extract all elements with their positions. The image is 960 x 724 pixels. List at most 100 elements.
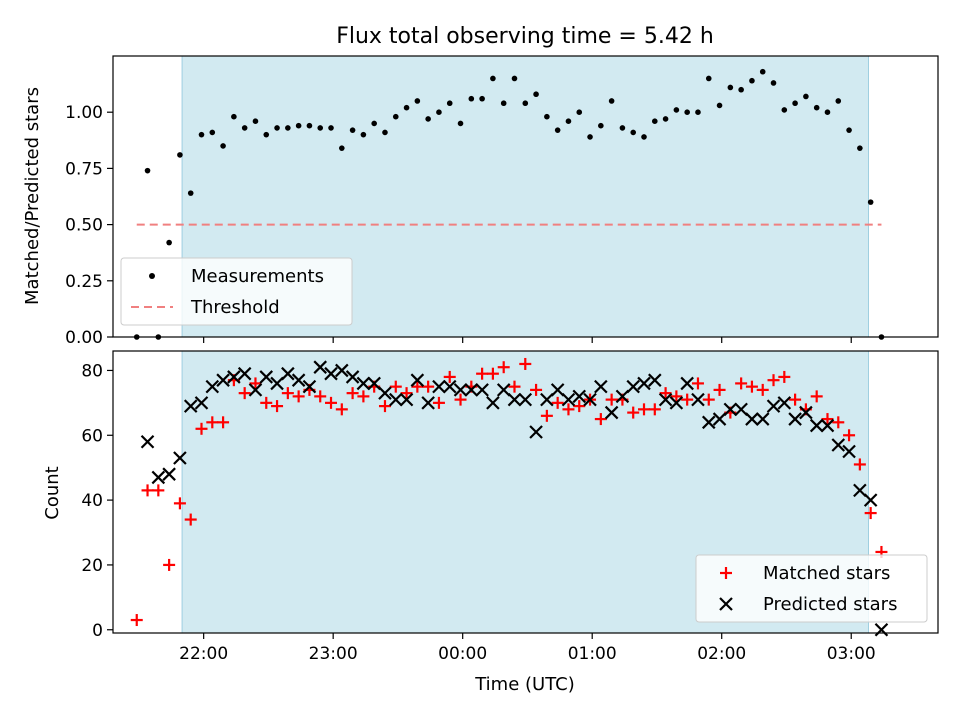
predicted-star-point [378, 386, 392, 400]
predicted-star-point [691, 392, 705, 407]
measurement-point [198, 131, 205, 138]
predicted-star-point [183, 399, 198, 413]
measurement-point [565, 118, 572, 124]
matched-star-point [562, 403, 575, 416]
measurement-point [317, 125, 324, 131]
x-tick-label: 01:00 [568, 644, 617, 664]
matched-star-point [594, 413, 607, 426]
measurement-point [705, 75, 712, 82]
bottom-panel: 0 20 40 60 80 22:00 23:00 00:00 01:00 02:00 03:00… [42, 350, 939, 695]
matched-star-point [260, 396, 273, 409]
measurement-point [511, 75, 518, 82]
measurement-point [274, 125, 280, 131]
predicted-star-point [626, 379, 640, 394]
x-axis-label: Time (UTC) [474, 674, 575, 695]
bottom-legend-box [695, 554, 928, 623]
measurement-point [554, 127, 561, 133]
matched-star-point [702, 393, 715, 406]
matched-star-point [335, 403, 348, 416]
matched-star-point [411, 380, 424, 393]
measurement-point [727, 84, 734, 91]
matched-star-point [789, 393, 802, 406]
predicted-star-point [281, 366, 295, 381]
measurement-point [803, 93, 809, 100]
legend-matched-label: Matched stars [763, 563, 890, 584]
measurement-point [446, 100, 453, 107]
top-series [133, 68, 885, 340]
measurement-point [738, 86, 744, 93]
measurement-point [166, 239, 172, 246]
measurement-point [187, 190, 194, 196]
predicted-star-point [442, 379, 457, 394]
top-panel: 0.00 0.25 0.50 0.75 1.00 Matched/Predicted s… [22, 55, 939, 348]
matched-star-point [184, 513, 197, 526]
predicted-star-point [356, 376, 371, 391]
matched-star-point [659, 387, 672, 400]
measurement-point [263, 131, 270, 138]
matched-star-point [605, 393, 618, 406]
matched-star-point [130, 614, 143, 627]
y-tick-label: 40 [81, 491, 103, 511]
legend-threshold-label: Threshold [190, 297, 280, 318]
bottom-y-axis-label: Count [42, 466, 63, 519]
measurement-point [490, 75, 496, 82]
matched-star-point [432, 396, 445, 409]
predicted-star-point [550, 383, 565, 397]
predicted-star-point [712, 412, 727, 426]
predicted-star-point [410, 373, 425, 387]
matched-star-point [422, 380, 435, 393]
matched-star-point [163, 558, 176, 571]
predicted-star-point [227, 370, 241, 384]
measurement-point [306, 122, 313, 129]
predicted-star-point [615, 389, 630, 404]
matched-star-point [864, 507, 877, 520]
measurement-point [576, 109, 583, 115]
measurement-point [684, 109, 690, 115]
predicted-star-point [496, 383, 511, 397]
predicted-star-point [572, 389, 587, 404]
measurement-point [220, 143, 226, 149]
predicted-star-point [302, 379, 317, 394]
matched-star-point [691, 377, 704, 390]
predicted-star-point [270, 376, 284, 391]
bottom-plot-frame [112, 350, 939, 634]
x-tick-label: 03:00 [827, 644, 876, 664]
matched-star-point [443, 370, 456, 383]
measurement-point [770, 80, 777, 86]
measurement-point [651, 118, 658, 124]
matched-star-point [281, 387, 294, 400]
legend-measurements-marker [149, 273, 155, 279]
measurement-point [587, 134, 593, 140]
measurement-point [349, 127, 356, 133]
measurement-point [436, 109, 442, 115]
predicted-star-point [777, 396, 792, 410]
predicted-star-point [388, 392, 403, 407]
predicted-star-point [874, 622, 889, 637]
predicted-star-point [809, 418, 824, 433]
predicted-star-point [701, 415, 716, 430]
x-tick-label: 02:00 [697, 644, 746, 664]
y-tick-label: 1.00 [65, 103, 103, 123]
predicted-star-point [561, 392, 576, 407]
predicted-star-point [842, 444, 856, 459]
measurement-point [544, 113, 550, 120]
measurement-point [328, 125, 334, 131]
predicted-star-point [205, 379, 220, 394]
predicted-star-point [140, 434, 155, 449]
predicted-star-point [853, 483, 867, 498]
measurement-point [641, 134, 647, 140]
top-legend-box [120, 257, 353, 326]
predicted-star-point [604, 405, 619, 420]
predicted-star-point [259, 370, 274, 384]
bottom-y-axis: 0 20 40 60 80 [81, 361, 113, 641]
measurement-point [673, 107, 680, 113]
y-tick-label: 80 [81, 361, 103, 381]
measurement-point [403, 104, 410, 111]
predicted-star-point [863, 493, 878, 507]
matched-star-point [195, 422, 208, 435]
predicted-star-point [216, 373, 230, 387]
matched-star-point [206, 416, 219, 429]
predicted-star-point [335, 363, 349, 378]
measurement-point [792, 100, 798, 107]
measurement-point [824, 109, 831, 115]
